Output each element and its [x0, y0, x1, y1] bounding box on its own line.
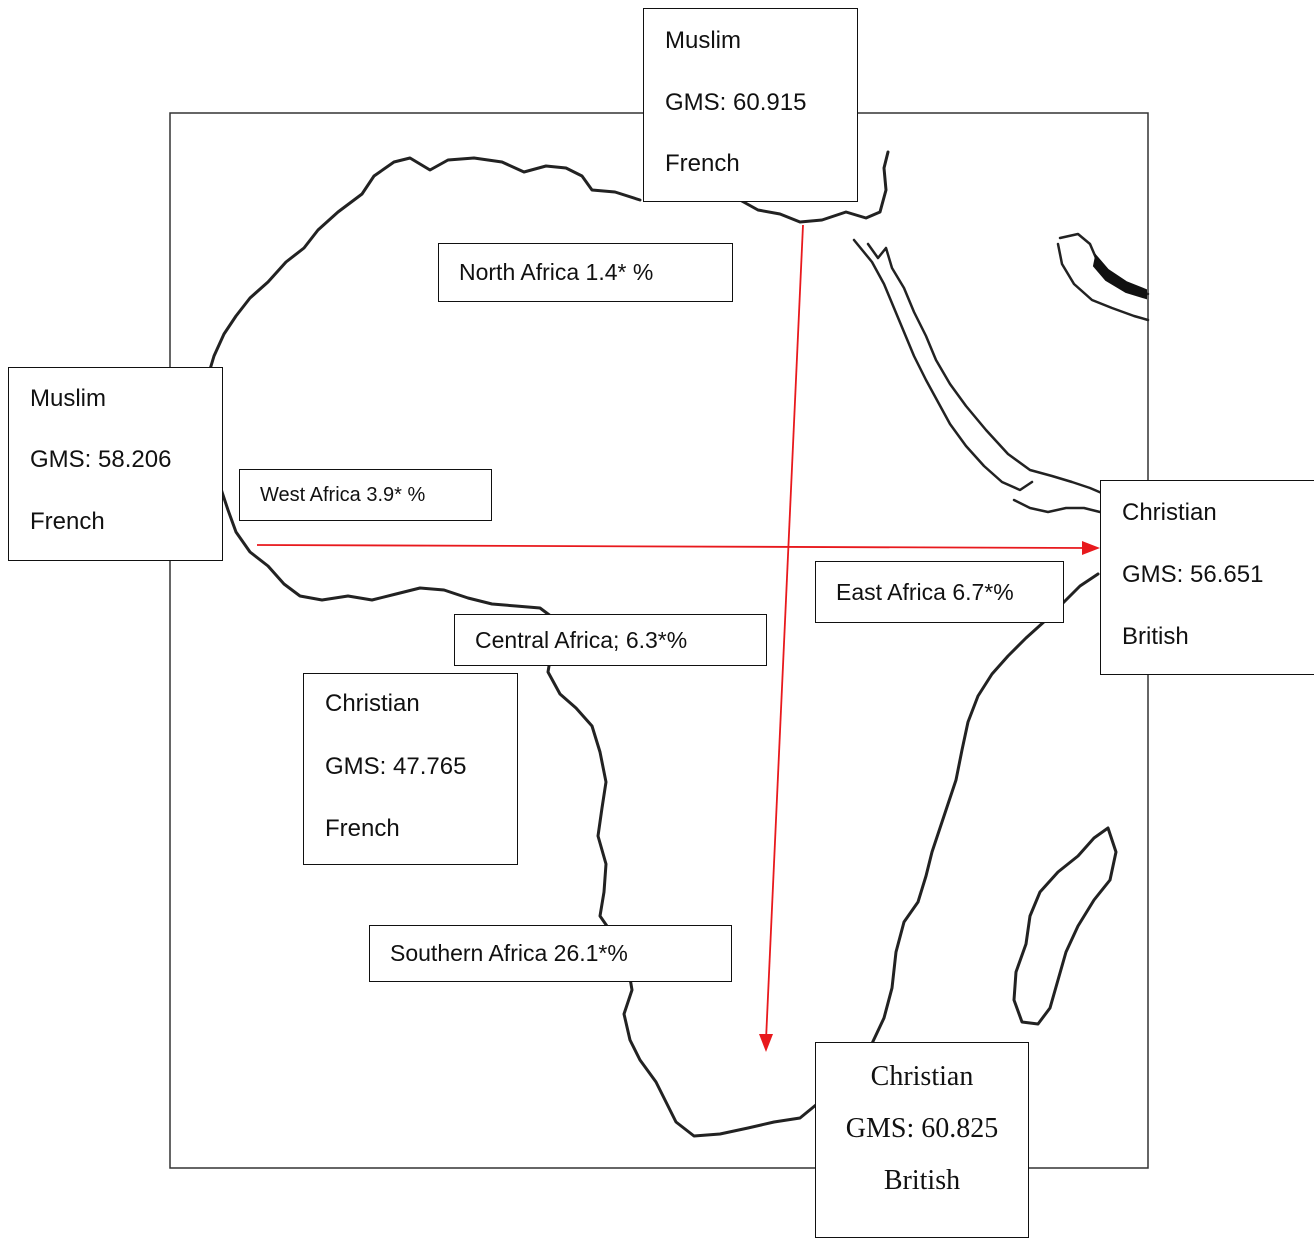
info-box-south: Christian GMS: 60.825 British: [815, 1042, 1029, 1238]
arrow-north-south-line: [765, 224, 804, 1041]
info-box-central: Christian GMS: 47.765 French: [303, 673, 518, 865]
info-box-religion: Christian: [325, 690, 420, 717]
info-box-colonizer: British: [1122, 623, 1189, 650]
africa-east-coastline: [838, 572, 1100, 1082]
info-box-gms: GMS: 47.765: [325, 753, 467, 780]
info-box-north: Muslim GMS: 60.915 French: [643, 8, 858, 202]
red-sea-coast: [852, 238, 1034, 492]
info-box-religion: Christian: [870, 1061, 974, 1092]
info-box-colonizer: British: [883, 1165, 961, 1196]
africa-coastline: [206, 156, 824, 1138]
info-box-religion: Muslim: [30, 385, 106, 412]
info-box-gms: GMS: 60.915: [665, 89, 807, 116]
persian-gulf-dark: [1092, 253, 1147, 300]
madagascar-island: [1012, 826, 1118, 1026]
info-box-gms: GMS: 56.651: [1122, 561, 1264, 588]
arabia-coast: [866, 242, 1106, 496]
persian-gulf-coast-lower: [1056, 242, 1150, 322]
region-label-central-africa: Central Africa; 6.3*%: [454, 614, 767, 666]
region-label-west-africa: West Africa 3.9* %: [239, 469, 492, 521]
info-box-colonizer: French: [30, 508, 105, 535]
region-label-east-africa: East Africa 6.7*%: [815, 561, 1064, 623]
gulf-of-aden-coast: [1012, 498, 1102, 514]
info-box-gms: GMS: 58.206: [30, 446, 172, 473]
info-box-religion: Muslim: [665, 27, 741, 54]
region-label-southern-africa: Southern Africa 26.1*%: [369, 925, 732, 982]
region-label-north-africa: North Africa 1.4* %: [438, 243, 733, 302]
info-box-colonizer: French: [665, 150, 740, 177]
info-box-gms: GMS: 60.825: [845, 1113, 999, 1144]
info-box-west: Muslim GMS: 58.206 French: [8, 367, 223, 561]
info-box-religion: Christian: [1122, 499, 1217, 526]
egypt-coastline: [738, 150, 890, 224]
info-box-colonizer: French: [325, 815, 400, 842]
info-box-east: Christian GMS: 56.651 British: [1100, 480, 1314, 675]
arrow-south-head: [759, 1034, 773, 1052]
arrow-west-east-line: [256, 544, 1087, 549]
arrow-east-head: [1082, 541, 1100, 555]
